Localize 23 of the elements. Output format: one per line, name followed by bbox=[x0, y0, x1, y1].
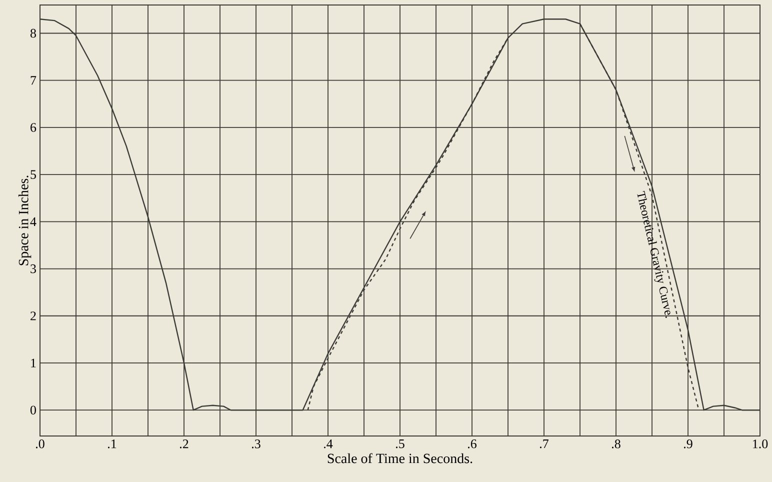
x-tick-label: .0 bbox=[36, 440, 44, 448]
y-tick-label: 0 bbox=[30, 406, 36, 414]
x-tick-label: 1.0 bbox=[753, 440, 768, 448]
y-tick-label: 8 bbox=[30, 28, 36, 38]
x-axis-title: Scale of Time in Seconds. bbox=[328, 453, 472, 464]
x-tick-label: .5 bbox=[396, 440, 404, 448]
x-tick-label: .9 bbox=[684, 440, 692, 448]
y-tick-label: 3 bbox=[30, 264, 36, 274]
x-tick-label: .8 bbox=[612, 440, 620, 448]
y-tick-label: 4 bbox=[30, 217, 36, 226]
x-tick-label: .6 bbox=[468, 440, 476, 448]
y-tick-label: 1 bbox=[31, 358, 36, 368]
y-axis-title: Space in Inches. bbox=[18, 176, 32, 266]
x-tick-label: .3 bbox=[252, 440, 260, 448]
y-tick-label: 6 bbox=[30, 123, 36, 132]
y-tick-label: 2 bbox=[30, 312, 36, 320]
x-tick-label: .2 bbox=[180, 440, 188, 448]
x-tick-label: .1 bbox=[108, 440, 116, 448]
y-tick-label: 5 bbox=[30, 170, 36, 179]
x-tick-label: .4 bbox=[324, 440, 333, 448]
x-tick-label: .7 bbox=[540, 440, 549, 448]
annotation: Theoretical Gravity Curve. bbox=[637, 190, 670, 318]
y-tick-label: 7 bbox=[30, 76, 36, 85]
